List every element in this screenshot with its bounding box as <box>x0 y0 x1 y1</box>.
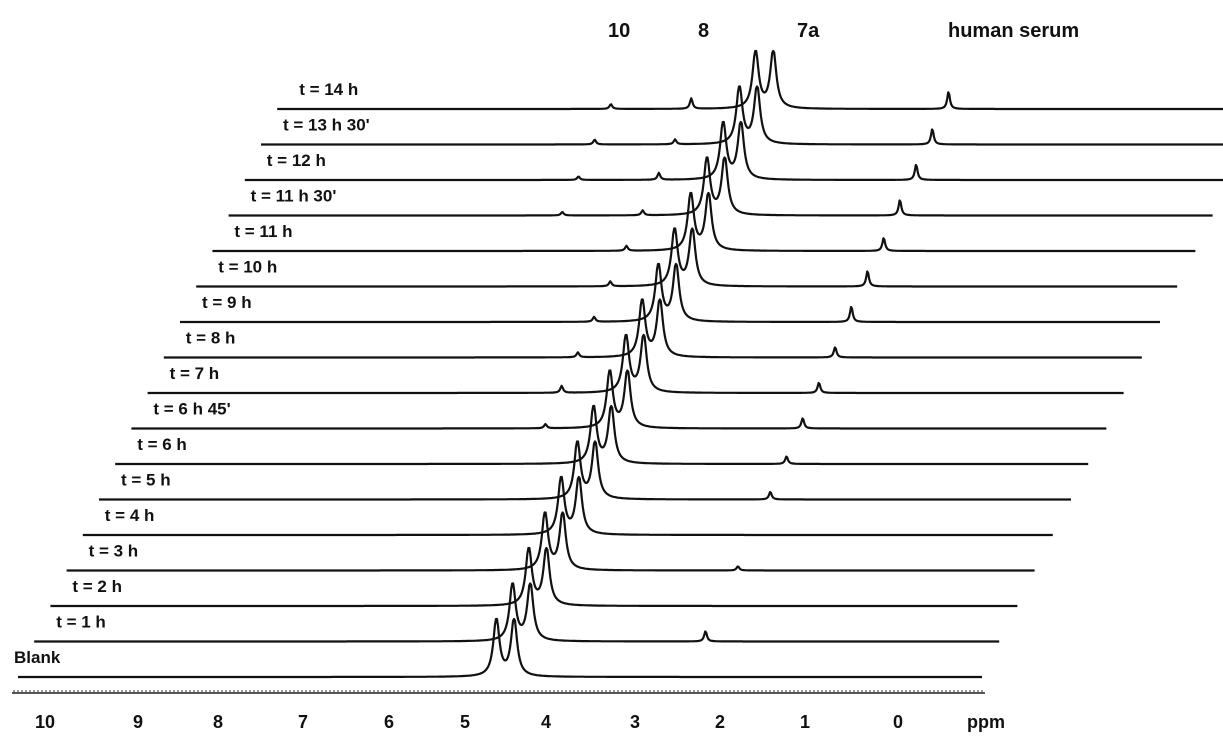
spectra-traces <box>17 49 1223 679</box>
peak-label-human-serum: human serum <box>948 20 1079 42</box>
trace-2 <box>50 546 1018 608</box>
trace-12 <box>212 191 1196 253</box>
trace-10 <box>179 262 1161 324</box>
trace-9 <box>163 298 1142 359</box>
trace-11 <box>196 227 1178 288</box>
trace-label-1: t = 1 h <box>56 613 106 632</box>
x-axis-tick-labels: 10 9 8 7 6 5 4 3 2 1 0 <box>35 712 903 732</box>
trace-label-4: t = 4 h <box>105 506 155 525</box>
trace-label-14: t = 12 h <box>267 151 326 170</box>
trace-label-16: t = 14 h <box>299 80 358 99</box>
trace-7 <box>131 369 1107 430</box>
trace-label-0: Blank <box>14 648 61 667</box>
trace-label-13: t = 11 h 30' <box>251 187 337 206</box>
trace-label-2: t = 2 h <box>72 577 122 596</box>
trace-0 <box>17 617 983 679</box>
trace-4 <box>82 475 1053 537</box>
peak-label-7a: 7a <box>797 20 820 42</box>
trace-3 <box>66 511 1035 572</box>
x-tick-label-9: 9 <box>133 712 143 732</box>
x-tick-label-1: 1 <box>800 712 810 732</box>
trace-label-3: t = 3 h <box>89 542 139 561</box>
trace-6 <box>115 404 1089 466</box>
trace-15 <box>260 85 1223 146</box>
trace-labels: Blank t = 1 h t = 2 h t = 3 h t = 4 h t = 5 h… <box>14 80 370 667</box>
trace-16 <box>277 49 1223 111</box>
x-axis-minor-ticks <box>13 690 983 693</box>
trace-label-10: t = 9 h <box>202 293 252 312</box>
trace-label-7: t = 6 h 45' <box>153 400 230 419</box>
x-axis-label: ppm <box>967 712 1005 732</box>
x-tick-label-7: 7 <box>298 712 308 732</box>
trace-label-5: t = 5 h <box>121 471 171 490</box>
trace-8 <box>147 333 1124 395</box>
trace-label-8: t = 7 h <box>170 364 220 383</box>
peak-label-10: 10 <box>608 20 630 42</box>
trace-5 <box>98 440 1072 501</box>
x-tick-label-3: 3 <box>630 712 640 732</box>
trace-label-9: t = 8 h <box>186 329 236 348</box>
x-tick-label-0: 0 <box>893 712 903 732</box>
trace-label-6: t = 6 h <box>137 435 187 454</box>
trace-label-15: t = 13 h 30' <box>283 116 370 135</box>
trace-label-12: t = 11 h <box>234 222 292 241</box>
trace-label-11: t = 10 h <box>218 258 277 277</box>
trace-14 <box>244 120 1223 182</box>
trace-1 <box>34 582 1000 643</box>
x-tick-label-10: 10 <box>35 712 55 732</box>
x-tick-label-8: 8 <box>213 712 223 732</box>
x-tick-label-4: 4 <box>541 712 551 732</box>
x-tick-label-5: 5 <box>460 712 470 732</box>
x-tick-label-2: 2 <box>715 712 725 732</box>
trace-13 <box>228 156 1213 217</box>
peak-label-8: 8 <box>698 20 709 42</box>
x-tick-label-6: 6 <box>384 712 394 732</box>
